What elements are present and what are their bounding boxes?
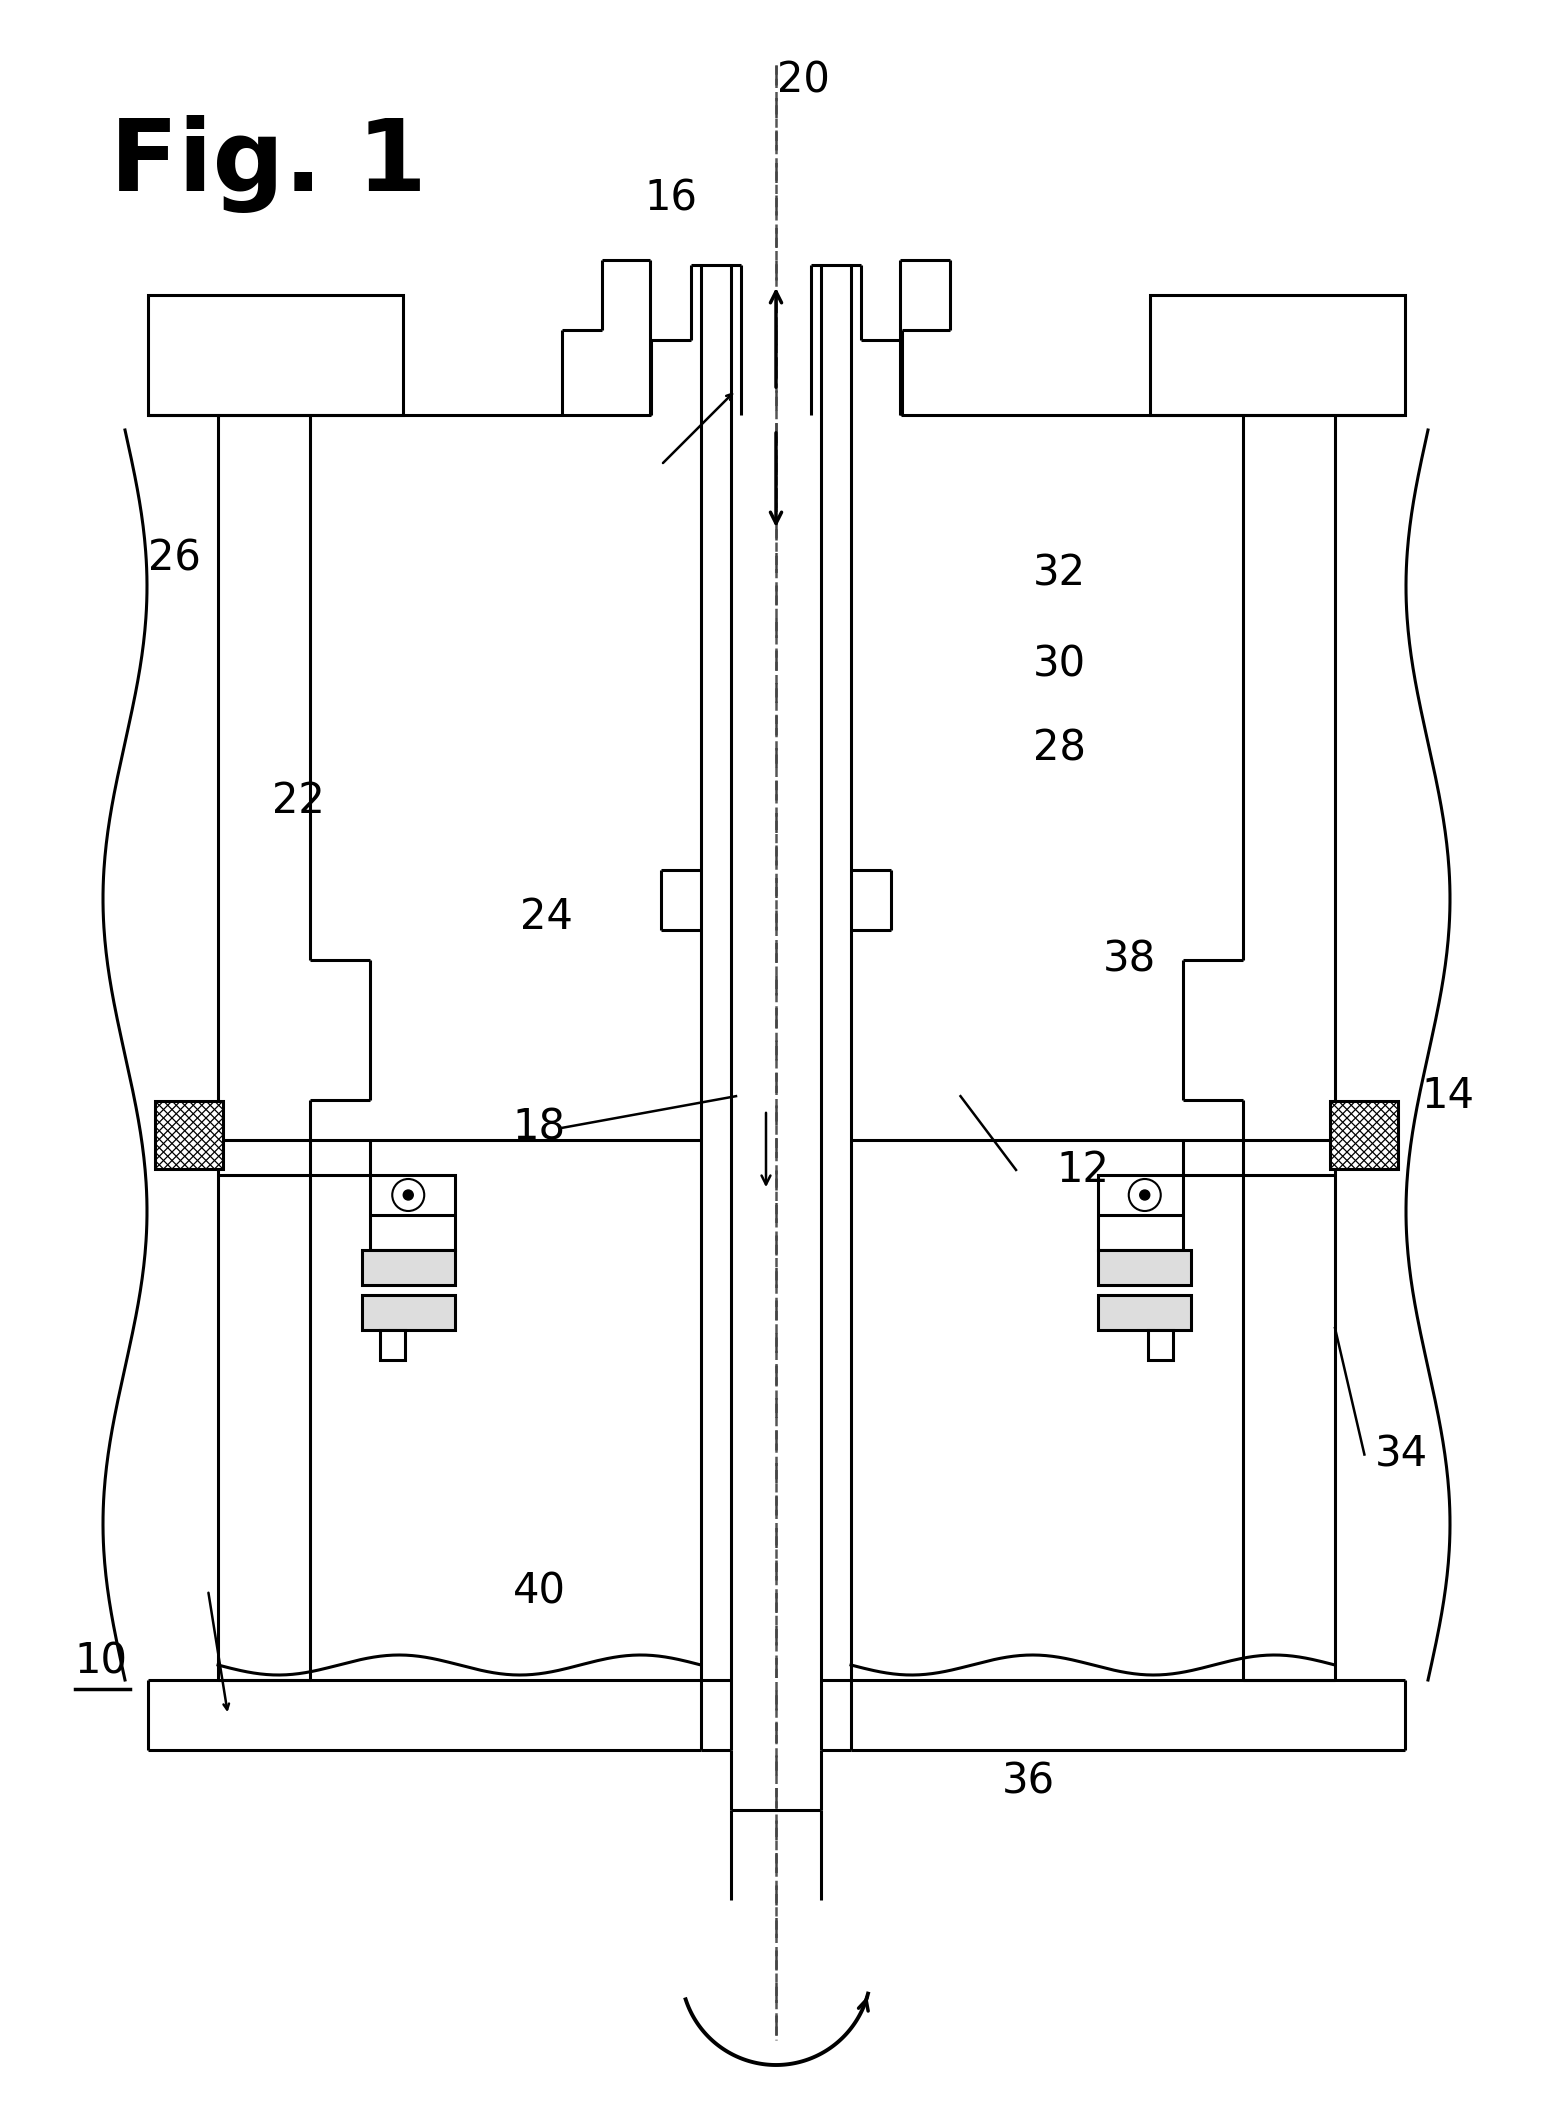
Bar — [370, 1174, 455, 1250]
Bar — [1148, 1330, 1173, 1360]
Text: 14: 14 — [1421, 1075, 1474, 1117]
Bar — [1329, 1100, 1398, 1170]
Text: 20: 20 — [776, 59, 829, 101]
Text: 38: 38 — [1103, 938, 1155, 980]
Text: Fig. 1: Fig. 1 — [110, 116, 427, 213]
Bar — [362, 1250, 455, 1286]
Text: 22: 22 — [272, 780, 325, 822]
Text: 18: 18 — [512, 1107, 565, 1149]
Bar — [1151, 295, 1405, 415]
Circle shape — [1140, 1191, 1149, 1199]
Text: 32: 32 — [1033, 552, 1086, 594]
Text: 12: 12 — [1056, 1149, 1109, 1191]
Text: 16: 16 — [644, 177, 697, 219]
Text: 10: 10 — [75, 1640, 127, 1682]
Text: 30: 30 — [1033, 643, 1086, 685]
Bar — [1098, 1174, 1183, 1250]
Text: 28: 28 — [1033, 727, 1086, 769]
Text: 26: 26 — [148, 538, 200, 580]
Bar — [362, 1294, 455, 1330]
Bar — [155, 1100, 224, 1170]
Text: 36: 36 — [1002, 1760, 1054, 1802]
Bar — [1098, 1250, 1191, 1286]
Text: 34: 34 — [1374, 1433, 1427, 1476]
Bar — [148, 295, 402, 415]
Bar — [380, 1330, 405, 1360]
Circle shape — [404, 1191, 413, 1199]
Bar — [1098, 1294, 1191, 1330]
Text: 24: 24 — [520, 896, 573, 938]
Text: 40: 40 — [512, 1570, 565, 1613]
